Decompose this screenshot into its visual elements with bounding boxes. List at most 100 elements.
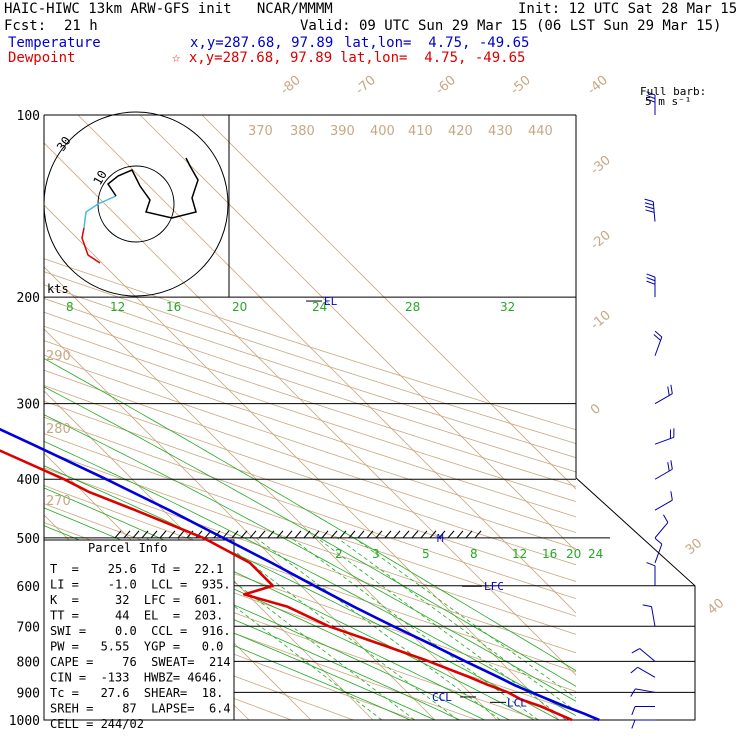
init-time: Init: 12 UTC Sat 28 Mar 15 xyxy=(518,1,738,17)
isotherm-tick-label: -80 xyxy=(278,73,304,98)
wind-barb-flag xyxy=(645,209,655,213)
wind-barb-flag xyxy=(644,198,654,203)
dry-adiabat-line xyxy=(44,311,576,488)
wind-barb-staff xyxy=(654,522,669,539)
pressure-tick-label: 700 xyxy=(17,620,40,635)
dry-adiabat-line xyxy=(44,400,576,582)
hatch-tick xyxy=(402,530,410,539)
mixing-ratio-label: 16 xyxy=(542,547,557,561)
lfc-label: LFC xyxy=(484,580,504,593)
moist-adiabat-line xyxy=(44,440,576,717)
forecast-hour: 21 h xyxy=(64,18,98,34)
hodograph-units-label: kts xyxy=(47,282,69,296)
mixing-ratio-line xyxy=(316,537,567,720)
pressure-tick-label: 800 xyxy=(17,655,40,670)
mixing-ratio-label: 3 xyxy=(372,547,380,561)
dry-adiabat-label: 290 xyxy=(46,349,71,364)
hatch-tick xyxy=(240,530,248,539)
pressure-tick-label: 200 xyxy=(17,291,40,306)
moist-adiabat-line xyxy=(44,414,576,702)
hatch-tick xyxy=(321,530,329,539)
dry-adiabat-line xyxy=(44,258,576,431)
mixing-ratio-line xyxy=(216,537,459,720)
wind-barb-staff xyxy=(654,393,673,405)
hatch-tick xyxy=(222,530,230,539)
pressure-tick-label: 600 xyxy=(17,580,40,595)
moist-adiabat-label: 8 xyxy=(66,300,74,314)
wind-barb-flag xyxy=(667,386,670,396)
isotherm-tick-label: -40 xyxy=(585,73,611,98)
pressure-tick-label: 400 xyxy=(17,473,40,488)
wind-barb-flag xyxy=(631,648,640,654)
isotherm-tick-label: -50 xyxy=(508,73,534,98)
mixing-ratio-label: 24 xyxy=(588,547,603,561)
ccl-label: CCL xyxy=(432,691,452,704)
wind-barb-flag xyxy=(646,91,656,96)
dry-adiabat-line xyxy=(44,581,416,720)
dry-adiabat-line xyxy=(44,416,576,600)
wind-barb-flag xyxy=(630,688,636,697)
wind-barb xyxy=(631,719,655,729)
parcel-info-row: SWI = 0.0 CCL = 916. xyxy=(50,624,231,638)
wind-barb-flag xyxy=(646,562,656,567)
hodograph-ring-label: 10 xyxy=(90,168,109,188)
parcel-info-row: LI = -1.0 LCL = 935. xyxy=(50,578,231,592)
dry-adiabat-line xyxy=(44,297,576,473)
moist-adiabat-line xyxy=(44,386,576,687)
dry-adiabat-line xyxy=(44,385,576,566)
hatch-tick xyxy=(375,530,383,539)
el-label: EL xyxy=(324,295,338,308)
dry-adiabat-line xyxy=(44,450,576,635)
dry-adiabat-label: 410 xyxy=(408,124,433,139)
wind-barb-staff xyxy=(654,336,663,356)
freezing-level-label: M xyxy=(437,532,444,545)
mixing-ratio-label: 12 xyxy=(512,547,527,561)
wind-barb-flag xyxy=(645,205,655,210)
dewpoint-latlon: lat,lon= 4.75, -49.65 xyxy=(340,50,526,66)
dry-adiabat-line xyxy=(44,467,576,654)
hatch-tick xyxy=(420,530,428,539)
hatch-tick xyxy=(267,530,275,539)
hatch-tick xyxy=(123,530,131,539)
wind-barb-flag xyxy=(670,460,673,470)
hatch-tick xyxy=(312,530,320,539)
wind-barb-flag xyxy=(646,98,656,103)
isotherm-tick-label: -60 xyxy=(433,73,459,98)
dry-adiabat-label: 400 xyxy=(370,124,395,139)
wind-barb-flag xyxy=(646,273,656,278)
mixing-ratio-label: 20 xyxy=(566,547,581,561)
dewpoint-trace xyxy=(0,449,573,722)
wind-barb xyxy=(654,537,663,564)
mixing-ratio-line xyxy=(337,537,576,712)
hodograph-ring-outer xyxy=(43,111,229,297)
hatch-tick xyxy=(276,530,284,539)
wind-barb xyxy=(654,460,673,480)
parcel-info-row: T = 25.6 Td = 22.1 xyxy=(50,562,223,576)
hatch-tick xyxy=(114,530,122,539)
hatch-tick xyxy=(132,530,140,539)
dry-adiabat-line xyxy=(44,433,576,617)
wind-barb-flag xyxy=(630,666,638,674)
hatch-tick xyxy=(330,530,338,539)
hatch-tick xyxy=(150,530,158,539)
hatch-tick xyxy=(285,530,293,539)
parcel-info-title: Parcel Info xyxy=(88,541,167,555)
wind-barb-flag xyxy=(654,330,663,338)
temperature-legend-label: Temperature xyxy=(8,35,101,51)
moist-adiabat-label: 12 xyxy=(110,300,125,314)
temperature-trace xyxy=(0,427,600,722)
dry-adiabat-label: 440 xyxy=(528,124,553,139)
hatch-tick xyxy=(465,530,473,539)
wind-barb xyxy=(654,428,675,445)
hatch-tick xyxy=(411,530,419,539)
moist-adiabat-label: 16 xyxy=(166,300,181,314)
mixing-ratio-label: 2 xyxy=(335,547,343,561)
pressure-tick-label: 300 xyxy=(17,398,40,413)
dry-adiabat-label: 420 xyxy=(448,124,473,139)
hatch-tick xyxy=(348,530,356,539)
dry-adiabat-label: 270 xyxy=(46,494,71,509)
isotherm-line xyxy=(201,115,576,490)
wind-barb-flag xyxy=(670,491,673,501)
wind-barb xyxy=(644,198,656,222)
